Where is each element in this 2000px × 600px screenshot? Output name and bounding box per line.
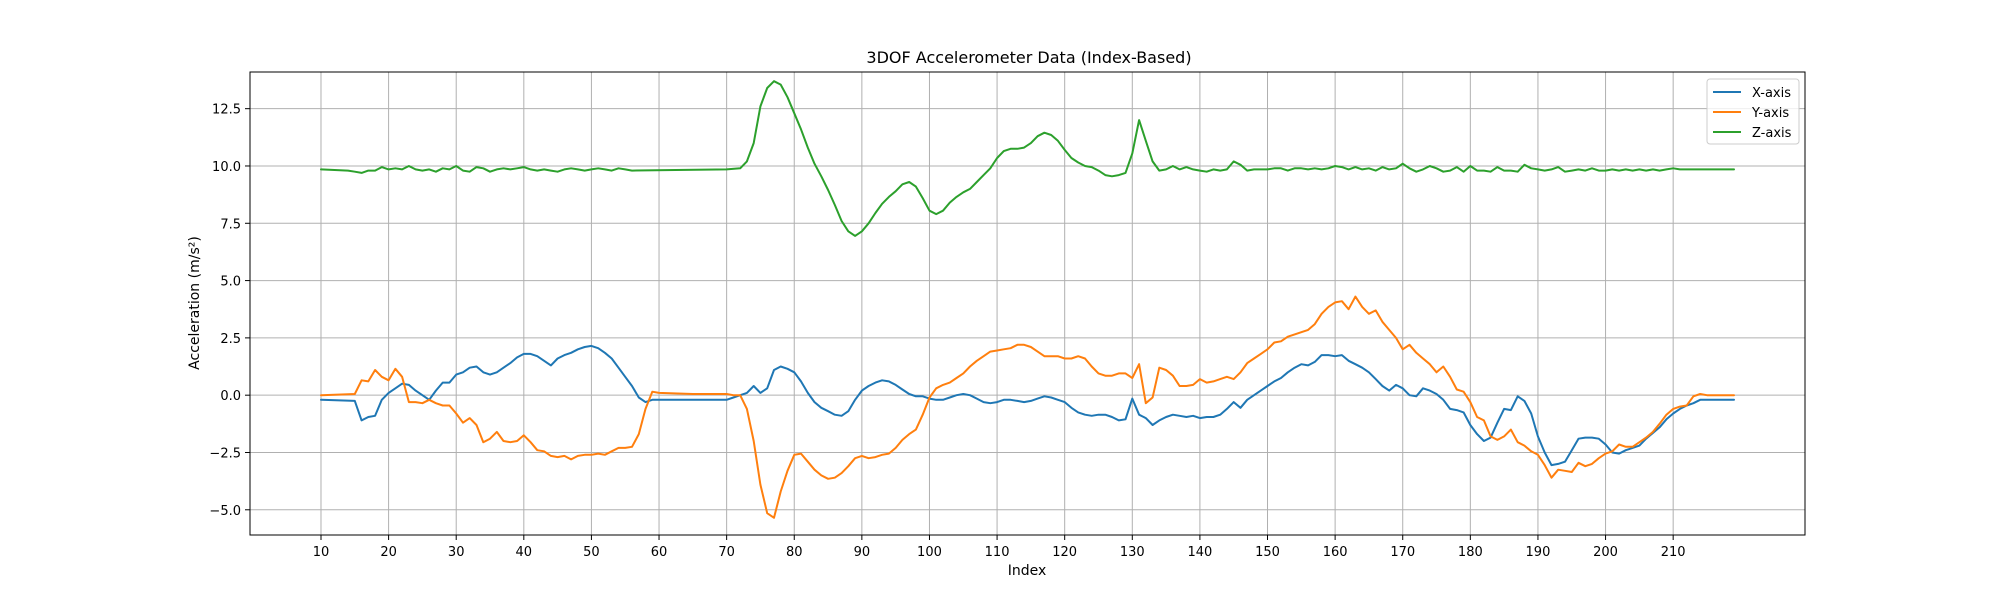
legend: X-axis Y-axis Z-axis [1706,78,1800,145]
legend-label-x-axis: X-axis [1752,86,1791,101]
y-axis-series-line [320,295,1735,519]
x-tick-label: 190 [1526,545,1551,560]
x-tick-label: 110 [985,545,1010,560]
grid-lines [250,72,1805,535]
y-tick-label: 12.5 [212,103,241,118]
legend-label-z-axis: Z-axis [1752,126,1792,141]
series-lines [320,80,1735,519]
y-tick-label: 0.0 [220,389,241,404]
x-axis-ticks: 10 20 30 40 50 60 70 80 90 100 110 120 130 140 150 160 1… [313,535,1686,560]
x-tick-label: 80 [786,545,803,560]
y-tick-label: 10.0 [212,160,241,175]
plot-frame [249,71,1806,536]
y-tick-label: 5.0 [220,275,241,290]
y-axis-label: Acceleration (m/s²) [187,236,203,370]
x-axis-label: Index [1008,563,1047,579]
y-tick-label: −5.0 [209,504,241,519]
z-axis-series-line [320,80,1735,237]
x-tick-label: 70 [718,545,735,560]
x-tick-label: 20 [380,545,397,560]
legend-label-y-axis: Y-axis [1751,106,1789,121]
x-tick-label: 50 [583,545,600,560]
x-tick-label: 130 [1120,545,1145,560]
x-tick-label: 160 [1323,545,1348,560]
x-tick-label: 120 [1052,545,1077,560]
x-tick-label: 170 [1390,545,1415,560]
x-tick-label: 10 [313,545,330,560]
x-tick-label: 180 [1458,545,1483,560]
x-tick-label: 90 [854,545,871,560]
y-tick-label: 7.5 [220,217,241,232]
x-tick-label: 200 [1593,545,1618,560]
x-tick-label: 60 [651,545,668,560]
y-tick-label: 2.5 [220,332,241,347]
x-tick-label: 30 [448,545,465,560]
x-axis-series-line [320,344,1735,467]
chart-title: 3DOF Accelerometer Data (Index-Based) [866,48,1191,67]
x-tick-label: 100 [917,545,942,560]
legend-box [1706,78,1800,145]
x-tick-label: 140 [1187,545,1212,560]
y-axis-ticks: −5.0 −2.5 0.0 2.5 5.0 7.5 10.0 12.5 [209,103,250,519]
x-tick-label: 40 [516,545,533,560]
x-tick-label: 150 [1255,545,1280,560]
x-tick-label: 210 [1661,545,1686,560]
y-tick-label: −2.5 [209,446,241,461]
